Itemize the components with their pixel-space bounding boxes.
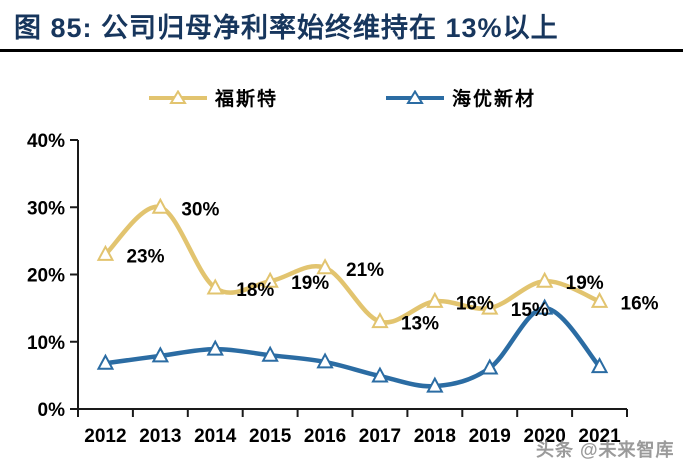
data-point-marker [535, 271, 554, 288]
data-point-marker [96, 353, 115, 370]
data-point-marker [206, 278, 224, 295]
data-point-marker [206, 339, 224, 356]
legend-item-haiyou: 海优新材 [384, 84, 536, 111]
chart-legend: 福斯特 海优新材 [0, 84, 683, 111]
y-tick-label: 30% [27, 198, 65, 219]
x-tick-label: 2015 [249, 426, 292, 447]
data-point-marker [316, 258, 334, 275]
data-label: 19% [291, 273, 329, 294]
data-label: 15% [511, 300, 549, 321]
data-point-marker [481, 298, 499, 315]
data-point-marker [151, 346, 170, 363]
y-tick-label: 10% [27, 333, 65, 354]
data-point-marker [590, 357, 609, 374]
data-point-marker [316, 352, 334, 369]
data-label: 30% [181, 199, 219, 220]
data-label: 13% [401, 314, 439, 335]
data-point-marker [151, 197, 170, 214]
data-point-marker [371, 311, 389, 329]
data-label: 18% [236, 280, 274, 301]
data-point-marker [371, 366, 389, 383]
x-tick-label: 2019 [469, 426, 511, 447]
data-label: 16% [621, 293, 659, 314]
data-point-marker [261, 345, 279, 362]
data-point-marker [426, 291, 444, 308]
data-point-marker [96, 244, 115, 261]
x-tick-label: 2021 [578, 426, 621, 447]
x-tick-label: 2012 [84, 426, 126, 447]
line-marker-icon [148, 89, 207, 104]
x-tick-label: 2017 [359, 426, 401, 447]
data-label: 23% [126, 246, 164, 267]
y-tick-label: 20% [27, 266, 65, 287]
x-tick-label: 2018 [414, 426, 456, 447]
data-point-marker [535, 298, 554, 315]
title-divider [0, 49, 683, 52]
watermark: 头条 @未来智库 [536, 440, 675, 460]
series-line-foster [103, 204, 602, 325]
legend-label-foster: 福斯特 [214, 89, 278, 110]
x-tick-label: 2013 [139, 426, 181, 447]
series-line-haiyou [103, 305, 602, 389]
data-point-marker [590, 291, 609, 308]
x-tick-label: 2014 [194, 426, 237, 447]
x-tick-label: 2020 [524, 426, 566, 447]
data-point-marker [426, 376, 444, 393]
data-label: 19% [566, 273, 604, 294]
legend-item-foster: 福斯特 [147, 84, 278, 111]
figure-title: 图 85: 公司归母净利率始终维持在 13%以上 [14, 13, 559, 43]
data-point-marker [261, 271, 279, 288]
x-tick-label: 2016 [304, 426, 346, 447]
data-label: 16% [456, 293, 494, 314]
y-tick-label: 40% [27, 131, 65, 152]
legend-label-haiyou: 海优新材 [452, 89, 537, 110]
line-marker-icon [386, 89, 444, 104]
y-tick-label: 0% [38, 400, 66, 421]
data-point-marker [481, 358, 499, 375]
data-label: 21% [346, 260, 384, 281]
